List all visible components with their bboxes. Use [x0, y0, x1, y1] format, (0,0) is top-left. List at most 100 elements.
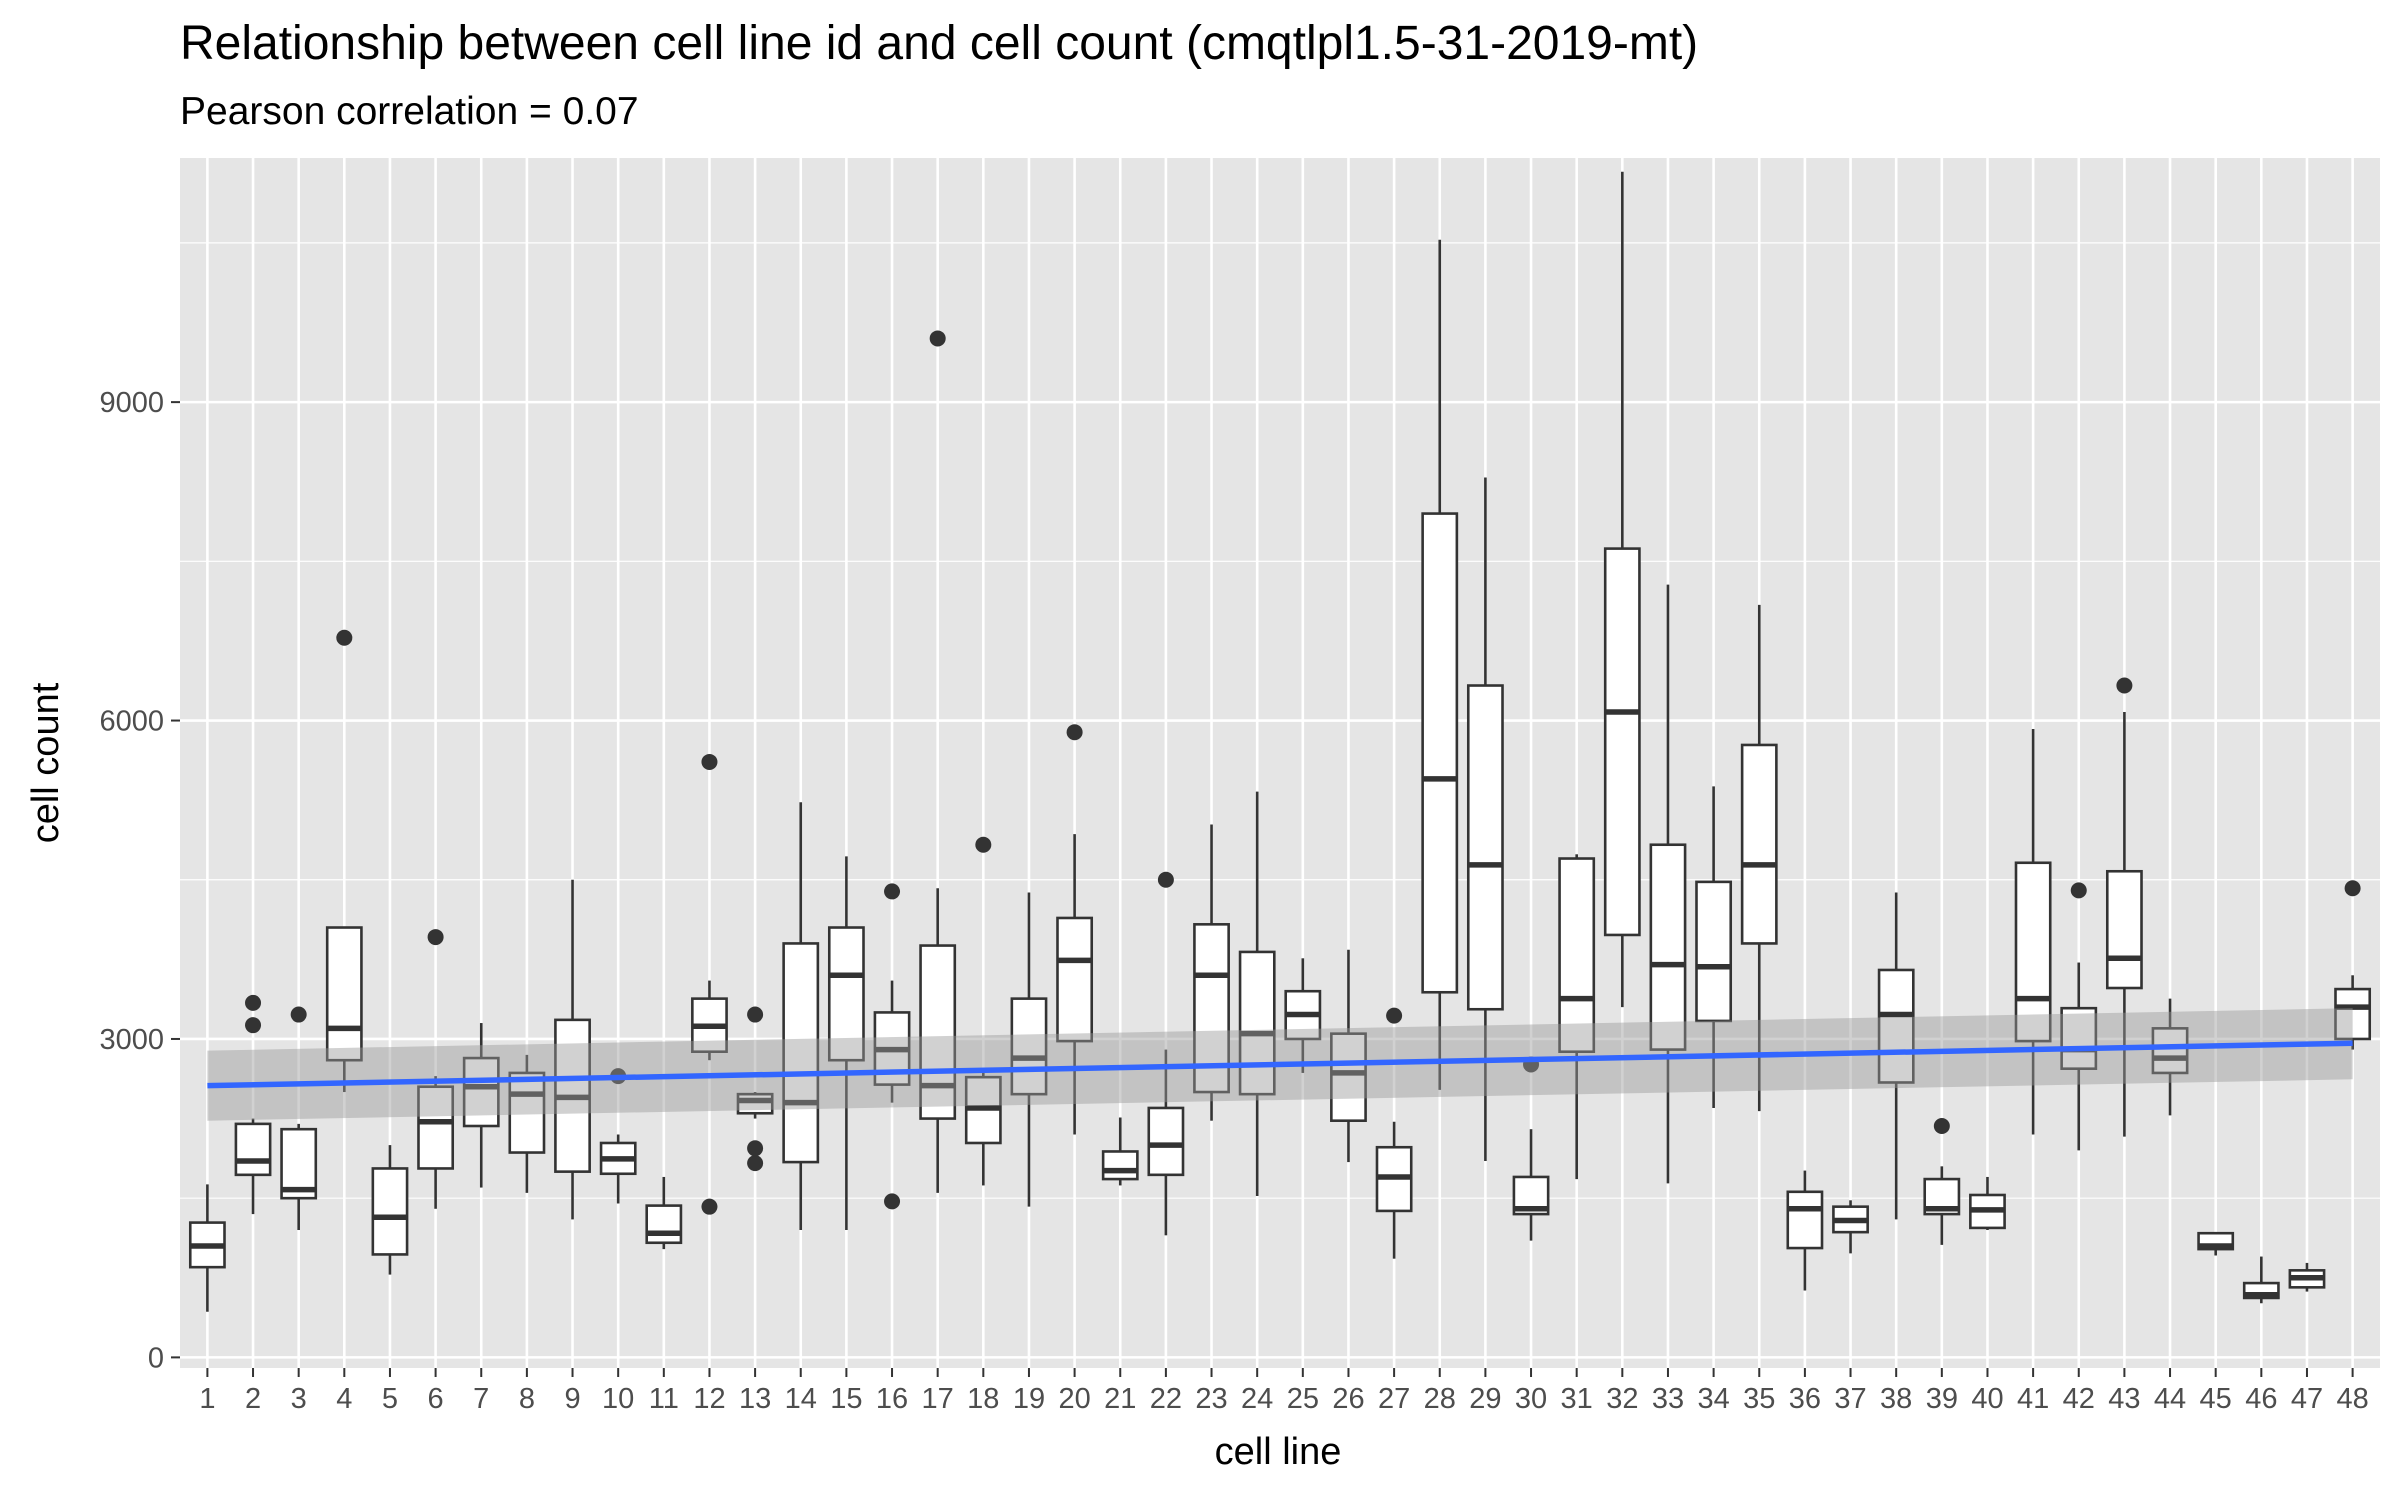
- box-cell-line-29: [1466, 477, 1504, 1162]
- x-tick-label: 8: [519, 1383, 535, 1415]
- box-cell-line-2: [234, 994, 272, 1215]
- box-iqr: [645, 1204, 683, 1245]
- box-iqr: [417, 1085, 455, 1170]
- x-tick-label: 34: [1697, 1383, 1729, 1415]
- x-tick-label: 11: [649, 1383, 679, 1415]
- x-tick-label: 29: [1469, 1383, 1501, 1415]
- box-cell-line-20: [1056, 724, 1094, 1135]
- outlier-point: [975, 836, 992, 853]
- box-cell-line-17: [919, 330, 957, 1193]
- box-iqr: [325, 926, 363, 1062]
- box-iqr: [1330, 1032, 1367, 1122]
- box-cell-line-45: [2197, 1231, 2235, 1256]
- box-cell-line-38: [1877, 892, 1915, 1220]
- box-iqr: [371, 1167, 409, 1256]
- box-cell-line-12: [691, 753, 728, 1215]
- x-tick-label: 17: [922, 1383, 954, 1415]
- x-tick-label: 23: [1195, 1383, 1227, 1415]
- x-axis-title: cell line: [1215, 1431, 1342, 1473]
- outlier-point: [2116, 677, 2133, 694]
- x-tick-label: 43: [2108, 1383, 2140, 1415]
- box-iqr: [1558, 857, 1596, 1054]
- box-cell-line-25: [1284, 958, 1322, 1073]
- box-cell-line-32: [1603, 171, 1641, 1008]
- chart-title: Relationship between cell line id and ce…: [180, 17, 1699, 70]
- outlier-point: [336, 629, 353, 646]
- outlier-point: [747, 1140, 764, 1157]
- x-tick-label: 12: [693, 1383, 725, 1415]
- outlier-point: [1066, 724, 1083, 741]
- box-cell-line-14: [782, 802, 820, 1231]
- box-cell-line-21: [1101, 1117, 1139, 1186]
- box-cell-line-6: [417, 929, 455, 1209]
- box-iqr: [1101, 1150, 1139, 1181]
- x-tick-label: 6: [428, 1383, 444, 1415]
- outlier-point: [290, 1006, 307, 1023]
- box-cell-line-43: [2105, 677, 2143, 1137]
- box-cell-line-13: [736, 1006, 774, 1172]
- y-tick-label: 6000: [99, 706, 164, 738]
- x-tick-label: 22: [1150, 1383, 1182, 1415]
- x-tick-label: 37: [1834, 1383, 1866, 1415]
- box-cell-line-4: [325, 629, 363, 1093]
- outlier-point: [245, 994, 262, 1011]
- x-tick-label: 42: [2063, 1383, 2095, 1415]
- x-tick-label: 39: [1926, 1383, 1958, 1415]
- x-tick-label: 24: [1241, 1383, 1273, 1415]
- x-tick-label: 3: [291, 1383, 307, 1415]
- box-cell-line-34: [1695, 786, 1733, 1108]
- x-tick-label: 33: [1652, 1383, 1684, 1415]
- minor-gridlines: [180, 242, 2380, 1199]
- box-iqr: [1147, 1106, 1185, 1177]
- x-tick-label: 20: [1058, 1383, 1090, 1415]
- trend-layer: [207, 1008, 2353, 1121]
- y-tick-label: 9000: [99, 387, 164, 419]
- x-tick-label: 26: [1332, 1383, 1364, 1415]
- box-iqr: [2334, 987, 2372, 1041]
- box-cell-line-36: [1786, 1170, 1824, 1291]
- x-tick-label: 5: [382, 1383, 398, 1415]
- box-cell-line-11: [645, 1176, 683, 1250]
- x-tick-label: 27: [1378, 1383, 1410, 1415]
- x-tick-label: 14: [785, 1383, 817, 1415]
- outlier-point: [701, 753, 718, 770]
- outlier-point: [747, 1006, 764, 1023]
- box-cell-line-3: [280, 1006, 318, 1231]
- outlier-point: [747, 1155, 764, 1172]
- outlier-point: [1157, 871, 1174, 888]
- box-iqr: [782, 942, 820, 1164]
- box-cell-line-9: [554, 879, 591, 1220]
- box-cell-line-35: [1740, 604, 1778, 1112]
- box-cell-line-15: [827, 856, 865, 1231]
- x-tick-label: 46: [2245, 1383, 2277, 1415]
- box-cell-line-27: [1375, 1007, 1413, 1259]
- box-iqr: [2151, 1027, 2189, 1075]
- outlier-point: [701, 1198, 718, 1215]
- outlier-point: [2070, 882, 2087, 899]
- x-tick-label: 10: [602, 1383, 634, 1415]
- outlier-point: [427, 929, 444, 946]
- box-cell-line-8: [508, 1054, 546, 1193]
- box-iqr: [462, 1056, 500, 1128]
- box-cell-line-1: [188, 1184, 226, 1312]
- x-tick-label: 31: [1561, 1383, 1593, 1415]
- box-cell-line-7: [462, 1023, 500, 1188]
- outlier-point: [929, 330, 946, 347]
- x-tick-label: 25: [1287, 1383, 1319, 1415]
- y-tick-label: 3000: [99, 1024, 164, 1056]
- box-iqr: [234, 1122, 272, 1177]
- box-iqr: [1238, 950, 1276, 1096]
- x-tick-label: 21: [1104, 1383, 1136, 1415]
- box-iqr: [1786, 1190, 1824, 1250]
- box-cell-line-44: [2151, 998, 2189, 1116]
- plot-panel: [180, 158, 2380, 1368]
- x-tick-label: 28: [1424, 1383, 1456, 1415]
- outlier-point: [884, 883, 901, 900]
- box-iqr: [1740, 743, 1778, 945]
- box-cell-line-47: [2288, 1262, 2326, 1292]
- x-tick-label: 9: [564, 1383, 580, 1415]
- x-tick-label: 30: [1515, 1383, 1547, 1415]
- outlier-point: [2344, 880, 2361, 897]
